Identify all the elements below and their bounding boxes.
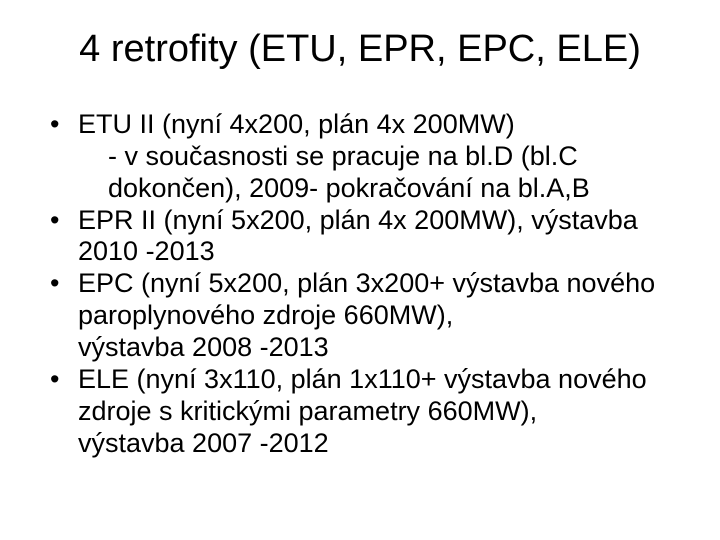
bullet-text-line2: výstavba 2007 -2012 (78, 428, 329, 458)
list-item: ETU II (nyní 4x200, plán 4x 200MW) - v s… (46, 109, 674, 205)
bullet-text: EPR II (nyní 5x200, plán 4x 200MW), výst… (78, 205, 638, 267)
bullet-subtext: - v současnosti se pracuje na bl.D (bl.C… (78, 141, 674, 205)
slide: 4 retrofity (ETU, EPR, EPC, ELE) ETU II … (0, 0, 720, 540)
bullet-text: ETU II (nyní 4x200, plán 4x 200MW) (78, 109, 515, 139)
bullet-text: EPC (nyní 5x200, plán 3x200+ výstavba no… (78, 268, 655, 330)
bullet-text-line2: výstavba 2008 -2013 (78, 332, 329, 362)
bullet-list: ETU II (nyní 4x200, plán 4x 200MW) - v s… (40, 109, 680, 459)
list-item: ELE (nyní 3x110, plán 1x110+ výstavba no… (46, 364, 674, 460)
slide-title: 4 retrofity (ETU, EPR, EPC, ELE) (40, 28, 680, 71)
list-item: EPR II (nyní 5x200, plán 4x 200MW), výst… (46, 205, 674, 269)
bullet-text: ELE (nyní 3x110, plán 1x110+ výstavba no… (78, 364, 647, 426)
list-item: EPC (nyní 5x200, plán 3x200+ výstavba no… (46, 268, 674, 364)
